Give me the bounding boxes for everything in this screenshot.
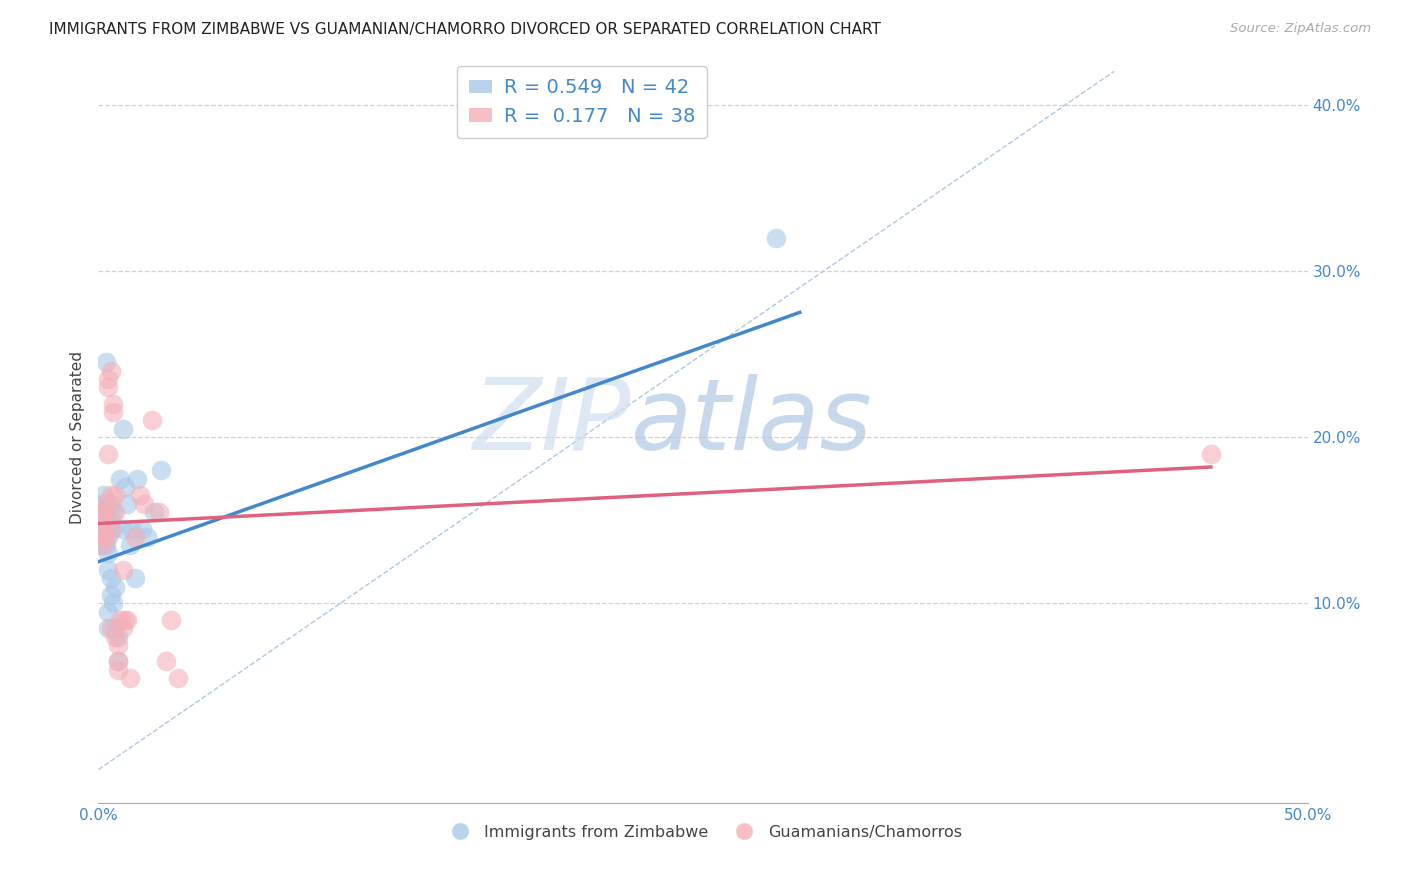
Point [131,521,153,535]
Point [765,230,787,244]
Point [111,621,134,635]
Point [148,505,170,519]
Point [97,546,120,560]
Point [91,488,114,502]
Point [114,613,136,627]
Point [94,513,117,527]
Point [101,405,124,419]
Point [100,488,122,502]
Point [104,488,127,502]
Point [128,488,150,502]
Point [94,521,117,535]
Point [100,497,122,511]
Point [111,422,134,436]
Point [100,621,122,635]
Point [107,663,129,677]
Text: ZIP: ZIP [472,374,630,471]
Point [117,497,139,511]
Point [91,505,114,519]
Point [141,413,163,427]
Point [94,530,117,544]
Point [100,521,122,535]
Point [91,505,114,519]
Point [94,538,117,552]
Point [91,530,114,544]
Point [94,513,117,527]
Point [91,538,114,552]
Point [100,588,122,602]
Point [155,655,177,669]
Point [117,613,139,627]
Point [91,530,114,544]
Point [97,621,120,635]
Point [91,497,114,511]
Point [160,613,183,627]
Point [97,380,120,394]
Point [107,655,129,669]
Point [100,363,122,377]
Point [124,530,146,544]
Point [104,505,127,519]
Point [97,372,120,386]
Point [97,605,120,619]
Point [94,505,117,519]
Point [104,580,127,594]
Point [118,538,141,552]
Point [90,505,112,519]
Point [124,571,146,585]
Point [143,505,166,519]
Point [94,355,117,369]
Text: atlas: atlas [630,374,872,471]
Text: Source: ZipAtlas.com: Source: ZipAtlas.com [1230,22,1371,36]
Point [107,655,129,669]
Point [101,521,124,535]
Point [94,497,117,511]
Point [150,463,173,477]
Point [97,530,120,544]
Point [101,397,124,411]
Point [90,521,112,535]
Point [108,472,131,486]
Y-axis label: Divorced or Separated: Divorced or Separated [69,351,84,524]
Point [101,596,124,610]
Point [100,571,122,585]
Point [108,613,131,627]
Point [97,447,120,461]
Point [111,563,134,577]
Point [104,621,127,635]
Point [107,638,129,652]
Point [104,630,127,644]
Point [94,497,117,511]
Point [107,630,129,644]
Point [111,521,134,535]
Point [1199,447,1222,461]
Point [134,497,156,511]
Point [167,671,190,685]
Point [127,472,149,486]
Point [135,530,157,544]
Point [97,563,120,577]
Point [90,538,112,552]
Point [100,513,122,527]
Point [118,671,141,685]
Point [90,521,112,535]
Point [121,521,143,535]
Text: IMMIGRANTS FROM ZIMBABWE VS GUAMANIAN/CHAMORRO DIVORCED OR SEPARATED CORRELATION: IMMIGRANTS FROM ZIMBABWE VS GUAMANIAN/CH… [49,22,882,37]
Point [114,480,136,494]
Point [101,505,124,519]
Legend: Immigrants from Zimbabwe, Guamanians/Chamorros: Immigrants from Zimbabwe, Guamanians/Cha… [439,818,967,846]
